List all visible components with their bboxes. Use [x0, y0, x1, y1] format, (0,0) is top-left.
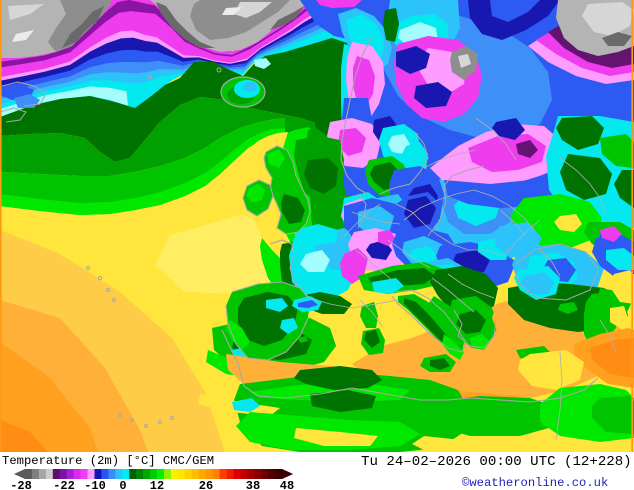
svg-text:0: 0 [119, 479, 126, 490]
svg-text:12: 12 [150, 479, 164, 490]
svg-text:-28: -28 [10, 479, 32, 490]
svg-text:-10: -10 [84, 479, 106, 490]
svg-text:-22: -22 [53, 479, 75, 490]
svg-text:38: 38 [246, 479, 260, 490]
svg-text:26: 26 [199, 479, 213, 490]
svg-text:48: 48 [280, 479, 294, 490]
